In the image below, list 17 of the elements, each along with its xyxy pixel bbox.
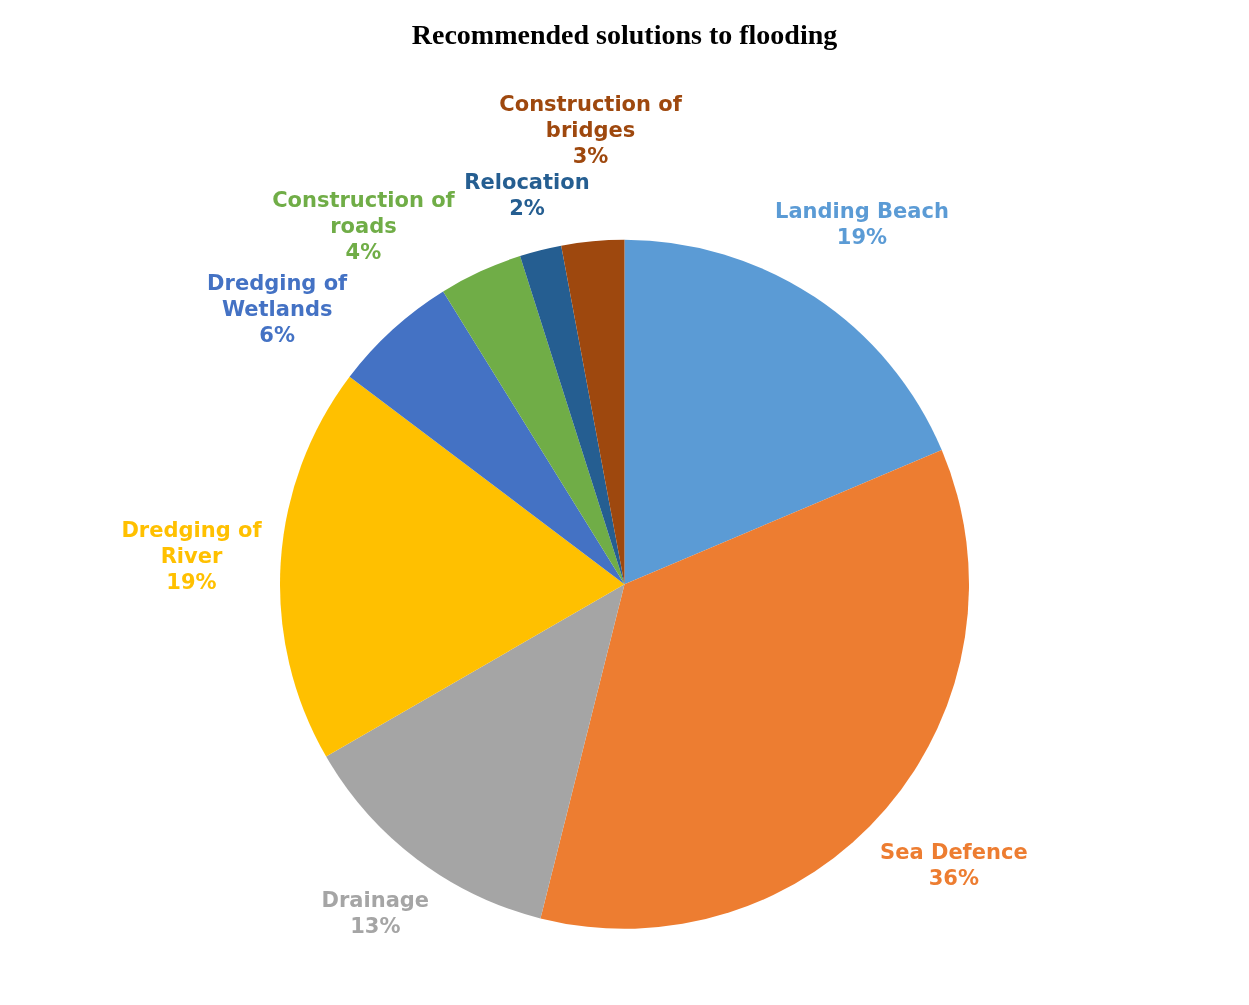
slice-label: Drainage	[321, 887, 430, 912]
slice-label: Landing Beach	[775, 199, 949, 224]
data-label: 6%	[259, 322, 296, 347]
slice-label: Sea Defence	[880, 839, 1028, 864]
data-label: 13%	[350, 913, 401, 938]
slice-label: Dredging of Wetlands	[207, 270, 349, 321]
data-label: 3%	[572, 143, 609, 168]
data-label: 36%	[928, 865, 979, 890]
slice-label: Relocation	[464, 170, 590, 195]
slice-label: Construction of roads	[272, 187, 456, 238]
slice-label: Dredging of River	[121, 518, 263, 569]
data-label: 2%	[509, 196, 545, 221]
slice-label: Construction of bridges	[499, 91, 683, 142]
data-label: 4%	[345, 239, 382, 264]
data-label: 19%	[836, 225, 888, 250]
data-label: 19%	[166, 570, 217, 595]
chart-title: Recommended solutions to flooding	[411, 19, 838, 51]
